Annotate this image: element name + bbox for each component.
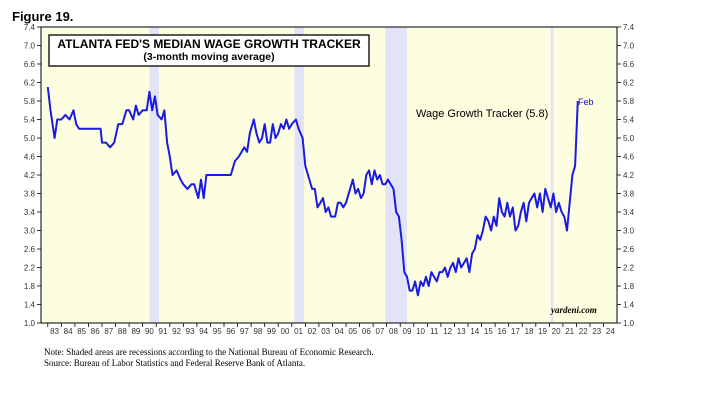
y-tick-label-left: 5.8 — [24, 97, 36, 106]
y-tick-label-left: 6.2 — [24, 79, 36, 88]
y-tick-label-right: 2.6 — [623, 245, 635, 254]
y-tick-label-right: 3.0 — [623, 227, 635, 236]
x-tick-label: 85 — [77, 327, 86, 336]
y-tick-label-left: 5.4 — [24, 116, 36, 125]
end-label: Feb — [578, 97, 594, 107]
chart-title-box: ATLANTA FED'S MEDIAN WAGE GROWTH TRACKER… — [48, 34, 370, 67]
y-tick-label-left: 1.8 — [24, 282, 36, 291]
y-tick-label-left: 6.6 — [24, 60, 36, 69]
x-tick-label: 88 — [118, 327, 127, 336]
note-recessions: Note: Shaded areas are recessions accord… — [44, 347, 374, 357]
y-tick-label-left: 7.4 — [24, 23, 36, 32]
x-tick-label: 11 — [430, 327, 439, 336]
y-tick-label-right: 2.2 — [623, 264, 635, 273]
title-box-frame — [48, 34, 370, 67]
x-tick-label: 84 — [64, 327, 73, 336]
recession-band-3 — [385, 27, 408, 323]
y-tick-label-left: 1.0 — [24, 319, 36, 328]
y-tick-label-right: 3.4 — [623, 208, 635, 217]
brand-label: yardeni.com — [550, 305, 597, 315]
recession-band-2 — [294, 27, 304, 323]
y-tick-label-right: 1.8 — [623, 282, 635, 291]
note-source: Source: Bureau of Labor Statistics and F… — [44, 358, 306, 368]
chart-title: ATLANTA FED'S MEDIAN WAGE GROWTH TRACKER — [57, 37, 361, 51]
x-tick-label: 99 — [267, 327, 276, 336]
recession-band-4 — [550, 27, 554, 323]
x-tick-label: 94 — [199, 327, 208, 336]
x-tick-label: 93 — [186, 327, 195, 336]
y-tick-label-left: 3.4 — [24, 208, 36, 217]
x-tick-label: 06 — [362, 327, 371, 336]
wage-growth-chart: ATLANTA FED'S MEDIAN WAGE GROWTH TRACKER… — [24, 23, 635, 336]
chart-background — [41, 27, 617, 323]
x-tick-label: 20 — [552, 327, 561, 336]
y-tick-label-right: 4.6 — [623, 153, 635, 162]
chart-subtitle: (3-month moving average) — [143, 51, 274, 63]
series-annotation: Wage Growth Tracker (5.8) — [416, 108, 548, 120]
x-tick-label: 00 — [281, 327, 290, 336]
x-tick-label: 86 — [91, 327, 100, 336]
x-tick-label: 02 — [308, 327, 317, 336]
y-tick-label-right: 6.6 — [623, 60, 635, 69]
y-tick-label-left: 1.4 — [24, 301, 36, 310]
x-tick-label: 92 — [172, 327, 181, 336]
y-tick-label-right: 4.2 — [623, 171, 635, 180]
x-tick-label: 07 — [375, 327, 384, 336]
y-tick-label-right: 1.0 — [623, 319, 635, 328]
x-tick-label: 03 — [321, 327, 330, 336]
x-tick-label: 05 — [348, 327, 357, 336]
series-layer — [46, 86, 579, 297]
x-tick-label: 91 — [159, 327, 168, 336]
x-tick-label: 13 — [457, 327, 466, 336]
x-tick-label: 83 — [50, 327, 59, 336]
x-tick-label: 10 — [416, 327, 425, 336]
series-line-wage-growth — [46, 86, 579, 297]
y-tick-label-left: 3.8 — [24, 190, 36, 199]
x-tick-label: 24 — [606, 327, 615, 336]
x-tick-label: 23 — [592, 327, 601, 336]
plot-area — [41, 27, 617, 323]
x-tick-label: 14 — [470, 327, 479, 336]
x-tick-label: 15 — [484, 327, 493, 336]
x-tick-label: 08 — [389, 327, 398, 336]
y-tick-label-left: 4.6 — [24, 153, 36, 162]
chart-notes: Note: Shaded areas are recessions accord… — [44, 347, 374, 369]
y-tick-label-left: 4.2 — [24, 171, 36, 180]
y-tick-label-right: 3.8 — [623, 190, 635, 199]
x-tick-label: 04 — [335, 327, 344, 336]
figure-label: Figure 19. — [12, 9, 74, 24]
y-tick-label-right: 1.4 — [623, 301, 635, 310]
x-tick-label: 87 — [104, 327, 113, 336]
y-tick-label-right: 5.4 — [623, 116, 635, 125]
y-tick-label-right: 6.2 — [623, 79, 635, 88]
y-tick-label-left: 7.0 — [24, 42, 36, 51]
y-tick-label-left: 3.0 — [24, 227, 36, 236]
x-tick-label: 01 — [294, 327, 303, 336]
x-tick-label: 90 — [145, 327, 154, 336]
x-tick-label: 16 — [497, 327, 506, 336]
x-tick-label: 95 — [213, 327, 222, 336]
x-tick-label: 17 — [511, 327, 520, 336]
y-tick-label-left: 2.6 — [24, 245, 36, 254]
y-tick-label-left: 2.2 — [24, 264, 36, 273]
x-tick-label: 22 — [579, 327, 588, 336]
x-tick-label: 89 — [131, 327, 140, 336]
x-tick-label: 09 — [403, 327, 412, 336]
x-tick-label: 18 — [525, 327, 534, 336]
y-tick-label-right: 7.0 — [623, 42, 635, 51]
axes: 1.0 1.0 1.4 1.4 1.8 1.8 2.2 2.2 2.6 2.6 3.0 3.0 3.4 3… — [24, 23, 635, 336]
y-tick-label-right: 5.0 — [623, 134, 635, 143]
x-tick-label: 96 — [226, 327, 235, 336]
y-tick-label-right: 7.4 — [623, 23, 635, 32]
recession-band-1 — [149, 27, 159, 323]
x-tick-label: 21 — [565, 327, 574, 336]
y-tick-label-left: 5.0 — [24, 134, 36, 143]
y-tick-label-right: 5.8 — [623, 97, 635, 106]
x-tick-label: 97 — [240, 327, 249, 336]
x-tick-label: 12 — [443, 327, 452, 336]
x-tick-label: 19 — [538, 327, 547, 336]
x-tick-label: 98 — [253, 327, 262, 336]
